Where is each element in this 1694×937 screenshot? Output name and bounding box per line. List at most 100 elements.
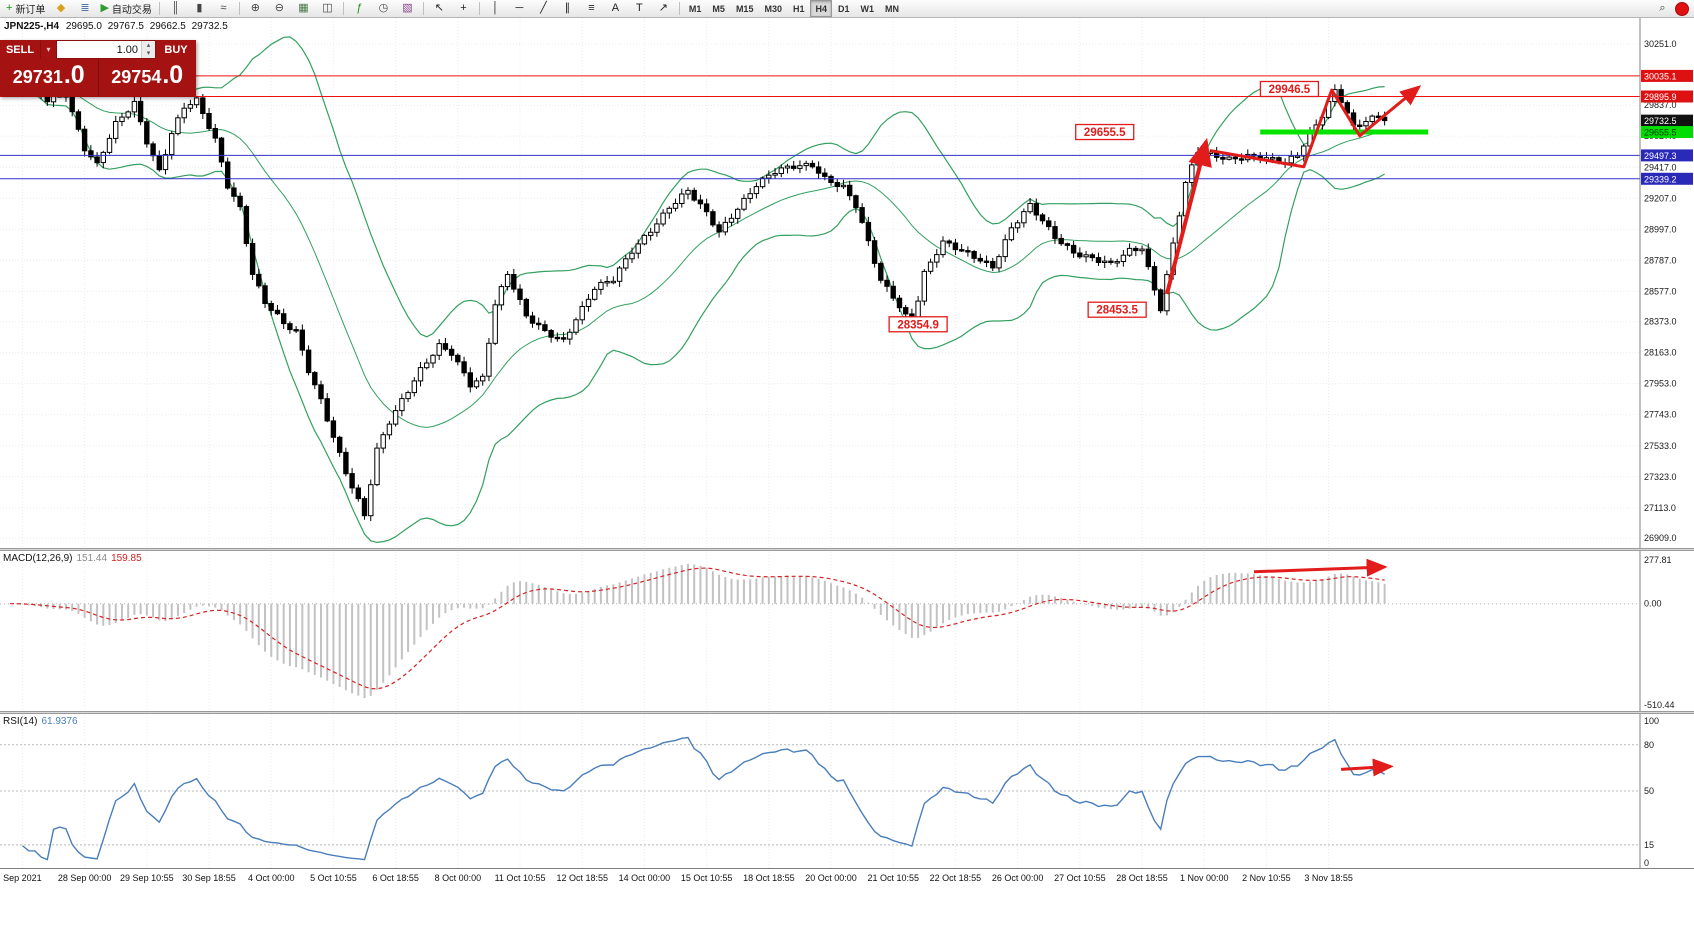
svg-text:28373.0: 28373.0 <box>1644 317 1677 327</box>
price-axis[interactable]: 30251.029837.029627.029417.029207.028997… <box>1639 18 1693 868</box>
grid-icon[interactable]: ▦ <box>292 0 315 17</box>
horizontal-line-icon[interactable]: ─ <box>508 0 531 17</box>
sell-price-pips: .0 <box>63 61 85 89</box>
toolbar-separator <box>422 2 424 15</box>
svg-text:27 Oct 10:55: 27 Oct 10:55 <box>1054 873 1106 883</box>
toolbar-separator <box>342 2 344 15</box>
timeframe-mn[interactable]: MN <box>885 3 900 14</box>
svg-text:18 Oct 18:55: 18 Oct 18:55 <box>743 873 795 883</box>
horizontal-levels[interactable] <box>0 75 1640 180</box>
volume-input[interactable] <box>57 41 141 58</box>
svg-text:29655.5: 29655.5 <box>1644 128 1677 138</box>
bar-chart-icon[interactable]: ║ <box>164 0 187 17</box>
time-axis[interactable]: Sep 2021 28 Sep 00:00 29 Sep 10:55 30 Sep 1… <box>3 873 1353 883</box>
timeframe-m1[interactable]: M1 <box>688 3 702 14</box>
fibonacci-icon[interactable]: ≡ <box>580 0 603 17</box>
price-annotation[interactable]: 29655.5 <box>1075 123 1135 141</box>
sell-button[interactable]: SELL <box>0 40 40 59</box>
trendline-icon[interactable]: ╱ <box>532 0 555 17</box>
charts-folder-icon: ◆ <box>56 2 66 14</box>
macd-label: MACD(12,26,9) 151.44 159.85 <box>3 553 142 564</box>
trade-panel-top-row: SELL ▾ ▴ ▾ BUY <box>0 40 196 59</box>
trendline-icon: ╱ <box>540 2 547 14</box>
macd-signal-value: 159.85 <box>111 553 142 564</box>
sell-price-button[interactable]: 29731.0 <box>0 59 99 96</box>
svg-text:27113.0: 27113.0 <box>1644 503 1676 513</box>
zoom-out-icon[interactable]: ⊖ <box>268 0 291 17</box>
toolbar-separator <box>158 2 160 15</box>
high-value: 29767.5 <box>107 21 144 32</box>
volume-decrease-button[interactable]: ▾ <box>142 49 155 58</box>
line-chart-icon[interactable]: ≈ <box>212 0 235 17</box>
text-label-icon: T <box>636 2 643 14</box>
algo-trading-button-label: 自动交易 <box>111 5 152 16</box>
zoom-out-icon: ⊖ <box>274 2 285 14</box>
price-annotation[interactable]: 28453.5 <box>1087 301 1147 318</box>
one-click-trading-panel: SELL ▾ ▴ ▾ BUY 29731.0 29754.0 <box>0 40 196 96</box>
market-depth-icon[interactable]: ≣ <box>73 0 96 17</box>
cursor-icon[interactable]: ↖ <box>428 0 451 17</box>
templates-icon: ▧ <box>402 2 413 14</box>
fibonacci-icon: ≡ <box>588 2 595 14</box>
market-depth-icon: ≣ <box>80 2 90 14</box>
new-order-button[interactable]: + 新订单 <box>3 0 48 17</box>
svg-text:28997.0: 28997.0 <box>1644 224 1677 234</box>
text-icon[interactable]: A <box>604 0 627 17</box>
volume-increase-button[interactable]: ▴ <box>142 41 155 50</box>
charts-folder-icon[interactable]: ◆ <box>49 0 72 17</box>
svg-text:27743.0: 27743.0 <box>1644 410 1677 420</box>
crosshair-icon[interactable]: + <box>452 0 475 17</box>
period-icon[interactable]: ◷ <box>372 0 395 17</box>
svg-text:5 Oct 10:55: 5 Oct 10:55 <box>310 873 357 883</box>
indicator-arrow[interactable] <box>1253 558 1388 577</box>
timeframe-m15[interactable]: M15 <box>735 3 754 14</box>
price-annotation[interactable]: 29946.5 <box>1259 80 1320 98</box>
svg-text:11 Oct 10:55: 11 Oct 10:55 <box>495 873 546 883</box>
candlestick-chart-icon[interactable]: ▮ <box>188 0 211 17</box>
svg-text:28577.0: 28577.0 <box>1644 286 1677 296</box>
indicator-arrow[interactable] <box>1340 758 1394 777</box>
new-order-button-label: 新订单 <box>15 5 46 16</box>
algo-trading-button: ▶ <box>100 2 109 14</box>
annotations-layer[interactable]: 29946.5 29655.5 28453.5 28354.9 <box>888 80 1422 777</box>
tile-windows-icon[interactable]: ◫ <box>316 0 339 17</box>
text-label-icon[interactable]: T <box>628 0 651 17</box>
svg-text:26 Oct 00:00: 26 Oct 00:00 <box>992 873 1044 883</box>
volume-dropdown-icon[interactable]: ▾ <box>40 40 56 59</box>
sell-price-main: 29731 <box>12 67 63 87</box>
timeframe-m30[interactable]: M30 <box>764 3 782 14</box>
low-value: 29662.5 <box>149 21 186 32</box>
timeframe-h1[interactable]: H1 <box>792 3 805 14</box>
timeframe-w1[interactable]: W1 <box>860 3 875 14</box>
notification-badge[interactable] <box>1675 1 1689 16</box>
timeframe-d1[interactable]: D1 <box>838 3 850 14</box>
svg-text:29339.2: 29339.2 <box>1644 174 1677 184</box>
grid-icon: ▦ <box>298 2 309 14</box>
zoom-in-icon[interactable]: ⊕ <box>244 0 267 17</box>
rsi-value: 61.9376 <box>41 716 78 727</box>
equidistant-channel-icon[interactable]: ∥ <box>556 0 579 17</box>
templates-icon[interactable]: ▧ <box>396 0 419 17</box>
indicators-icon[interactable]: ƒ <box>348 0 371 17</box>
indicators-icon: ƒ <box>356 2 363 14</box>
svg-text:29837.0: 29837.0 <box>1644 100 1677 110</box>
timeframe-m5[interactable]: M5 <box>712 3 725 14</box>
svg-text:29417.0: 29417.0 <box>1644 162 1677 172</box>
svg-text:20 Oct 00:00: 20 Oct 00:00 <box>805 873 857 883</box>
timeframe-h4[interactable]: H4 <box>810 0 832 17</box>
arrows-tool-icon[interactable]: ↗ <box>652 0 675 17</box>
trend-arrow[interactable] <box>1164 137 1212 295</box>
search-icon[interactable]: ⌕ <box>1651 0 1674 17</box>
crosshair-icon: + <box>460 2 467 14</box>
vertical-line-icon[interactable]: │ <box>484 0 507 17</box>
price-annotation[interactable]: 28354.9 <box>888 316 948 333</box>
buy-button[interactable]: BUY <box>156 40 196 59</box>
trend-arrow[interactable] <box>1210 85 1422 169</box>
buy-price-button[interactable]: 29754.0 <box>98 59 196 96</box>
svg-text:26909.0: 26909.0 <box>1644 533 1677 543</box>
svg-text:29 Sep 10:55: 29 Sep 10:55 <box>120 873 174 883</box>
algo-trading-button[interactable]: ▶ 自动交易 <box>97 0 154 17</box>
svg-text:28 Sep 00:00: 28 Sep 00:00 <box>58 873 112 883</box>
